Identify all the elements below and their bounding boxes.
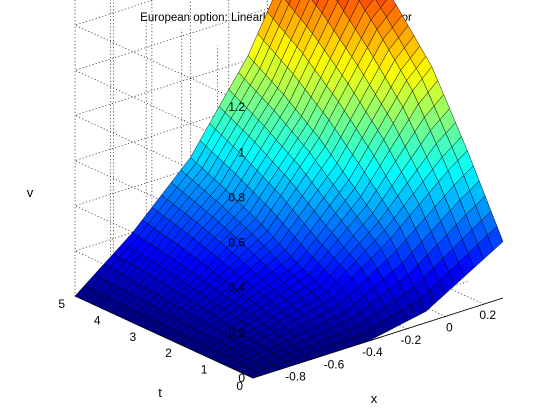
z-axis-label: v [27, 185, 34, 200]
z-grid-line-6 [74, 0, 254, 108]
z-tick-label-5: 1 [238, 145, 245, 159]
t-tick-label-5: 5 [58, 297, 65, 311]
x-tick-label-1: -0.6 [324, 357, 345, 371]
surface-patch-25-19 [375, 0, 388, 8]
x-tick-label-5: 0.2 [479, 308, 496, 322]
z-grid-line-5 [74, 0, 296, 153]
t-tick-label-3: 3 [130, 330, 137, 344]
z-tick-label-1: 0.2 [228, 326, 245, 340]
x-tick-label-0: -0.8 [285, 370, 306, 384]
surface-patch-22-24 [315, 0, 329, 14]
t-tick-label-1: 1 [201, 363, 208, 377]
z-tick-label-6: 1.2 [228, 100, 245, 114]
z-tick-label-4: 0.8 [228, 190, 245, 204]
t-tick-label-4: 4 [94, 313, 101, 327]
surface-patch-21-27 [288, 0, 301, 13]
surface-patch-25-0 [487, 226, 504, 251]
t-tick-label-0: 0 [236, 379, 243, 393]
surface-patch-22-25 [311, 0, 319, 6]
x-tick-label-2: -0.4 [362, 345, 383, 359]
x-tick-label-4: 0 [446, 320, 453, 334]
x-tick-label-3: -0.2 [401, 333, 422, 347]
t-tick-label-2: 2 [165, 346, 172, 360]
surface-patch-23-22 [337, 0, 350, 12]
y-axis-label: t [158, 385, 162, 400]
surface-mesh [74, 0, 504, 379]
surface-patch-21-28 [284, 0, 292, 5]
z-tick-label-0: 0 [238, 371, 245, 385]
surface-patch-23-23 [336, 0, 339, 3]
z-tick-label-2: 0.4 [228, 281, 245, 295]
z-tick-label-3: 0.6 [228, 236, 245, 250]
tick-labels: 0 0.2 0.4 0.6 0.8 1 1.2 0 1 2 3 4 5 -0.8 -0.6 -0.4 -0.2 0… [58, 100, 496, 393]
x-axis-label: x [371, 391, 378, 406]
